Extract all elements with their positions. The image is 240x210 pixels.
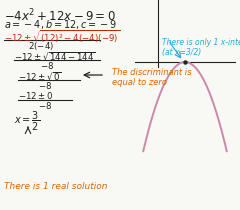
Text: $-8$: $-8$: [38, 100, 52, 111]
Text: $-12 \pm \sqrt{144-144}$: $-12 \pm \sqrt{144-144}$: [14, 50, 96, 62]
Text: There is 1 real solution: There is 1 real solution: [4, 182, 108, 191]
Text: There is only 1 x-intercept
(at x=3/2): There is only 1 x-intercept (at x=3/2): [162, 38, 240, 57]
Text: $-12 \pm 0$: $-12 \pm 0$: [18, 90, 54, 101]
Text: $-8$: $-8$: [38, 80, 52, 91]
Text: $-4x^2 + 12x - 9 = 0$: $-4x^2 + 12x - 9 = 0$: [4, 8, 116, 25]
Text: $-8$: $-8$: [40, 60, 54, 71]
Text: $-12 \pm \sqrt{(12)^2-4(-4)(-9)}$: $-12 \pm \sqrt{(12)^2-4(-4)(-9)}$: [4, 29, 120, 46]
Text: $a = -4, b = 12, c = -9$: $a = -4, b = 12, c = -9$: [4, 18, 117, 31]
Text: $x = \dfrac{3}{2}$: $x = \dfrac{3}{2}$: [14, 110, 40, 133]
Text: The discriminant is
equal to zero: The discriminant is equal to zero: [112, 68, 192, 87]
Text: $-12 \pm \sqrt{0}$: $-12 \pm \sqrt{0}$: [18, 70, 62, 82]
Text: $2(-4)$: $2(-4)$: [28, 40, 54, 52]
